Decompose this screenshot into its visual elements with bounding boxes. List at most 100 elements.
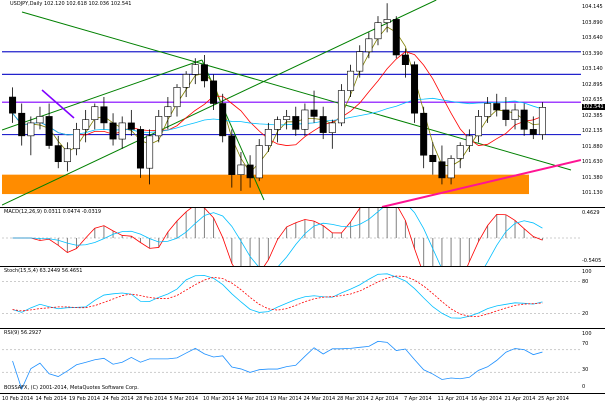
candle-body bbox=[310, 109, 318, 117]
candle-body bbox=[264, 129, 272, 146]
price-tick: 102.385 bbox=[582, 112, 603, 119]
candle-body bbox=[109, 122, 117, 140]
candle-body bbox=[27, 122, 35, 137]
candle-body bbox=[54, 145, 62, 163]
pane-separator bbox=[0, 266, 605, 267]
date-tick: 24 Feb 2014 bbox=[102, 396, 134, 402]
macd-tick: 0.4629 bbox=[582, 210, 600, 216]
price-chart-svg bbox=[2, 0, 581, 207]
chart-title: USDJPY,Daily 102.120 102.618 102.036 102… bbox=[10, 1, 132, 7]
stoch-tick: 20 bbox=[582, 311, 589, 317]
candle-body bbox=[474, 116, 482, 137]
price-tick: 103.390 bbox=[582, 50, 603, 57]
candle-body bbox=[337, 90, 345, 124]
candle-body bbox=[484, 103, 492, 117]
macd-axis: 0.4629 -0.5405 bbox=[581, 208, 605, 266]
candle-body bbox=[301, 109, 309, 130]
price-tick: 101.630 bbox=[582, 159, 603, 165]
candle-body bbox=[292, 116, 300, 130]
candle-body bbox=[191, 64, 199, 75]
stochastic-svg bbox=[2, 273, 581, 319]
price-tick: 101.380 bbox=[582, 174, 603, 181]
date-tick: 28 Mar 2014 bbox=[337, 396, 369, 402]
price-tick: 101.130 bbox=[582, 190, 603, 196]
rsi-tick: 30 bbox=[582, 367, 589, 373]
date-tick: 5 Mar 2014 bbox=[169, 396, 199, 402]
date-tick: 14 Feb 2014 bbox=[35, 396, 67, 402]
candle-body bbox=[164, 106, 172, 117]
candle-body bbox=[447, 158, 455, 179]
price-tick: 103.140 bbox=[582, 66, 603, 72]
stochastic-axis: 100 80 20 bbox=[581, 267, 605, 328]
candle-body bbox=[136, 129, 144, 169]
candle-body bbox=[173, 87, 181, 108]
candle-body bbox=[127, 122, 135, 130]
candle-body bbox=[465, 135, 473, 146]
candle-body bbox=[538, 107, 546, 135]
violet-line bbox=[41, 89, 75, 119]
candle-body bbox=[401, 54, 409, 65]
candle-body bbox=[319, 116, 327, 133]
candle-body bbox=[36, 116, 44, 124]
pane-separator bbox=[0, 207, 605, 208]
date-tick: 16 Apr 2014 bbox=[471, 396, 502, 402]
candle-body bbox=[520, 109, 528, 130]
candle-body bbox=[328, 122, 336, 133]
date-tick: 10 Feb 2014 bbox=[2, 396, 34, 402]
rsi-svg bbox=[2, 340, 581, 391]
price-tick: 103.640 bbox=[582, 35, 603, 41]
stochastic-title: Stoch(15,5,4) 63.2449 56.4651 bbox=[4, 268, 83, 274]
candle-body bbox=[146, 135, 154, 169]
price-tick: 101.880 bbox=[582, 143, 603, 150]
macd-title: MACD(12,26,9) 0.0311 0.0474 -0.0319 bbox=[4, 209, 102, 215]
candle-body bbox=[420, 112, 428, 156]
macd-signal-line bbox=[12, 208, 543, 266]
macd-pane[interactable]: MACD(12,26,9) 0.0311 0.0474 -0.0319 bbox=[2, 208, 581, 266]
date-tick: 21 Apr 2014 bbox=[504, 396, 536, 402]
rsi-pane[interactable]: RSI(9) 56.2927 BOSSAFX, (C) 2001-2014, M… bbox=[2, 329, 581, 393]
stoch-tick: 100 bbox=[582, 269, 592, 275]
price-tick: 102.895 bbox=[582, 81, 603, 88]
date-tick: 19 Feb 2014 bbox=[69, 396, 101, 402]
trendline bbox=[2, 0, 437, 206]
candle-body bbox=[356, 51, 364, 72]
candle-body bbox=[438, 161, 446, 179]
date-tick: 7 Apr 2014 bbox=[404, 396, 432, 402]
date-tick: 10 Mar 2014 bbox=[203, 396, 235, 402]
trendline bbox=[2, 59, 203, 131]
candle-body bbox=[529, 129, 537, 135]
candle-body bbox=[383, 19, 391, 23]
candle-body bbox=[219, 103, 227, 137]
candle-body bbox=[200, 64, 208, 82]
rsi-axis: 100 70 30 0 bbox=[581, 329, 605, 393]
rsi-title: RSI(9) 56.2927 bbox=[4, 330, 42, 336]
price-chart-pane[interactable]: USDJPY,Daily 102.120 102.618 102.036 102… bbox=[2, 0, 581, 207]
candle-body bbox=[374, 22, 382, 40]
candle-body bbox=[246, 164, 254, 179]
copyright-text: BOSSAFX, (C) 2001-2014, MetaQuotes Softw… bbox=[4, 385, 139, 391]
stoch-tick: 80 bbox=[582, 279, 589, 285]
date-tick: 28 Feb 2014 bbox=[136, 396, 168, 402]
macd-svg bbox=[2, 208, 581, 266]
candle-body bbox=[228, 135, 236, 175]
rsi-tick: 0 bbox=[582, 384, 586, 390]
rsi-line bbox=[12, 340, 543, 391]
candle-body bbox=[18, 112, 26, 137]
stoch-main-line bbox=[12, 273, 543, 319]
candle-body bbox=[255, 145, 263, 179]
candle-body bbox=[411, 64, 419, 114]
price-axis: 104.145 103.890 103.640 103.390 103.140 102.8… bbox=[581, 0, 605, 207]
trendline bbox=[21, 11, 572, 171]
date-tick: 24 Mar 2014 bbox=[303, 396, 336, 402]
candle-body bbox=[91, 106, 99, 120]
candle-body bbox=[9, 96, 17, 114]
pane-separator bbox=[0, 328, 605, 329]
candle-body bbox=[283, 116, 291, 120]
candle-body bbox=[100, 106, 108, 124]
support-zone bbox=[2, 174, 529, 195]
candle-body bbox=[155, 116, 163, 137]
date-axis: 10 Feb 2014 14 Feb 2014 19 Feb 2014 24 Feb … bbox=[2, 394, 581, 405]
stochastic-pane[interactable]: Stoch(15,5,4) 63.2449 56.4651 bbox=[2, 267, 581, 328]
candle-body bbox=[511, 109, 519, 120]
price-tick: 104.145 bbox=[582, 4, 603, 10]
